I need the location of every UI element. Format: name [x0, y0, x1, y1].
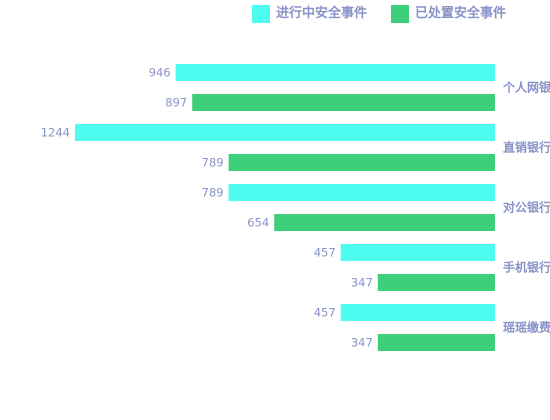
value-label-2-1: 654: [247, 216, 269, 230]
category-label-1: 直销银行: [503, 140, 550, 155]
value-label-3-0: 457: [314, 246, 336, 260]
value-label-0-0: 946: [149, 66, 171, 80]
value-label-0-1: 897: [165, 96, 187, 110]
bar-1-1[interactable]: [228, 154, 495, 171]
bar-0-1[interactable]: [192, 94, 495, 111]
value-label-1-1: 789: [202, 156, 224, 170]
value-label-1-0: 1244: [41, 126, 70, 140]
legend-item-in-progress[interactable]: 进行中安全事件: [252, 5, 367, 23]
category-label-3: 手机银行: [503, 260, 550, 275]
bar-4-0[interactable]: [340, 304, 495, 321]
value-label-3-1: 347: [351, 276, 373, 290]
category-label-2: 对公银行: [503, 200, 550, 215]
bar-0-0[interactable]: [175, 64, 495, 81]
legend-label-in-progress: 进行中安全事件: [276, 6, 368, 21]
chart-legend: 进行中安全事件 已处置安全事件: [252, 5, 530, 23]
value-label-4-0: 457: [314, 306, 336, 320]
legend-item-handled[interactable]: 已处置安全事件: [391, 5, 506, 23]
bar-3-0[interactable]: [340, 244, 495, 261]
legend-swatch-handled: [391, 5, 410, 23]
category-label-4: 瑶瑶缴费: [503, 320, 550, 335]
bar-2-0[interactable]: [228, 184, 495, 201]
legend-swatch-in-progress: [252, 5, 270, 23]
legend-label-handled: 已处置安全事件: [415, 6, 507, 21]
bar-2-1[interactable]: [274, 214, 495, 231]
category-label-0: 个人网银: [502, 80, 550, 95]
value-label-4-1: 347: [351, 336, 373, 350]
bar-3-1[interactable]: [377, 274, 495, 291]
bar-1-0[interactable]: [75, 124, 495, 141]
bar-4-1[interactable]: [377, 334, 495, 351]
value-label-2-0: 789: [202, 186, 224, 200]
